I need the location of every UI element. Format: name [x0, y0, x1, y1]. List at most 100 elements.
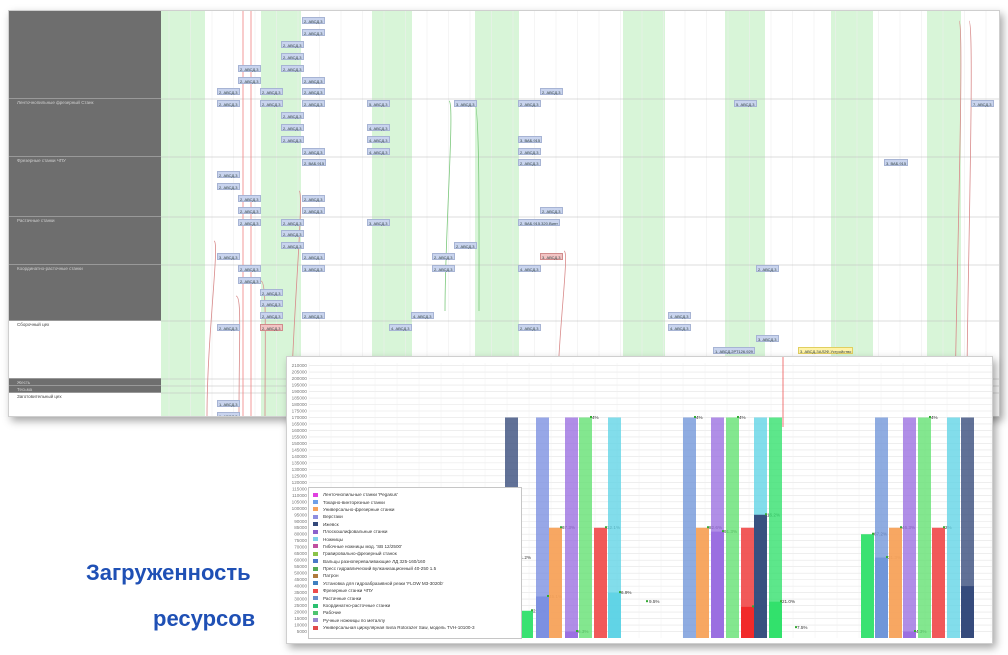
gantt-task-bar[interactable]: 3. АВСД.3	[302, 265, 325, 272]
gantt-task-bar[interactable]: 2. АВСД.3	[432, 265, 455, 272]
gantt-task-bar[interactable]: 3. ВАБ.915	[884, 159, 909, 166]
gantt-task-bar[interactable]: 2. АВСД.3	[302, 207, 325, 214]
legend-item[interactable]: Растачные станки	[313, 594, 521, 601]
legend-item[interactable]: Рабочие	[313, 609, 521, 616]
gantt-task-bar[interactable]: 2. АВСД.3	[302, 77, 325, 84]
gantt-task-bar[interactable]: 2. АВСД.3	[454, 242, 477, 249]
gantt-task-bar[interactable]: 4. АВСД.3	[411, 312, 434, 319]
gantt-task-bar[interactable]: 3. АВСД.3	[540, 253, 563, 260]
legend-item[interactable]: Ручные ножницы по металлу	[313, 617, 521, 624]
gantt-task-bar[interactable]: 2. АВСД.3	[217, 100, 240, 107]
gantt-task-bar[interactable]: 2. АВСД.3	[217, 171, 240, 178]
gantt-task-bar[interactable]: 2. АВСД.3	[518, 100, 541, 107]
gantt-task-bar[interactable]: 4. АВСД.3	[389, 324, 412, 331]
gantt-task-bar[interactable]: 2. АВСД.3	[260, 100, 283, 107]
gantt-task-bar[interactable]: 2. АВСД.3	[518, 324, 541, 331]
legend-item[interactable]: Гибочные ножницы мод. 'SB 12/2500'	[313, 543, 521, 550]
legend-item[interactable]: Универсально-фрезерные станки	[313, 506, 521, 513]
gantt-task-bar[interactable]: 2. АВСД.3	[281, 112, 304, 119]
gantt-task-bar[interactable]: 2. ВАБ.915.320.Винт	[518, 219, 560, 226]
legend-item[interactable]: Ленточнопильные станки 'Pegasus'	[313, 491, 521, 498]
gantt-task-bar[interactable]: 2. АВСД.3	[432, 253, 455, 260]
legend-item[interactable]: Плоскошлифовальные станки	[313, 528, 521, 535]
gantt-task-bar[interactable]: 2. АВСД.3	[302, 148, 325, 155]
gantt-task-bar[interactable]: 3. АВСД.3	[217, 253, 240, 260]
gantt-task-bar[interactable]: 2. АВСД.3	[302, 195, 325, 202]
gantt-task-bar[interactable]: 4. АВСД.3	[367, 124, 390, 131]
legend-item[interactable]: Патрон	[313, 572, 521, 579]
gantt-task-bar[interactable]: 2. АВСД.3	[281, 65, 304, 72]
legend-item[interactable]: Вальцы разнопереваливающие ЛД 325-160/16…	[313, 558, 521, 565]
gantt-task-bar[interactable]: 2. АВСД.3	[238, 207, 261, 214]
gantt-task-bar[interactable]: 2. АВСД.3	[540, 207, 563, 214]
gantt-task-bar[interactable]: 2. АВСД.3	[281, 41, 304, 48]
gantt-task-bar[interactable]: 2. АВСД.3	[260, 312, 283, 319]
gantt-task-bar[interactable]: 2. АВСД.3	[217, 324, 240, 331]
gantt-task-bar[interactable]: 2. АВСД.3	[260, 88, 283, 95]
gantt-task-bar[interactable]: 2. АВСД.3	[518, 159, 541, 166]
gantt-task-bar[interactable]: 2. АВСД.3	[238, 77, 261, 84]
gantt-task-bar[interactable]: 2. АВСД.3	[302, 88, 325, 95]
resource-row[interactable]	[9, 11, 161, 99]
gantt-task-bar[interactable]: 4. АВСД.3	[518, 265, 541, 272]
gantt-task-bar[interactable]: 4. АВСД.3	[668, 312, 691, 319]
gantt-task-bar[interactable]: 3. АВСД.ЗАЛ2Ф.Устройство	[798, 347, 854, 354]
gantt-task-bar[interactable]: 4. АВСД.3	[668, 324, 691, 331]
resource-row[interactable]: Фрезерные станки ЧПУ	[9, 157, 161, 217]
legend-item[interactable]: Гравировально-фрезерный станок	[313, 550, 521, 557]
gantt-task-bar[interactable]: 2. ВАБ.915	[302, 159, 327, 166]
gantt-task-bar[interactable]: 2. АВСД.3	[260, 289, 283, 296]
resource-row[interactable]: Сборочный цех	[9, 321, 161, 379]
legend-item[interactable]: Универсальная циркулярная пила Rotorazer…	[313, 624, 521, 631]
gantt-task-bar[interactable]: 2. АВСД.3	[281, 136, 304, 143]
gantt-task-bar[interactable]: 4. АВСД.3	[367, 148, 390, 155]
gantt-task-bar[interactable]: 2. АВСД.3	[217, 183, 240, 190]
gantt-task-bar[interactable]: 2. АВСД.3	[238, 65, 261, 72]
gantt-task-bar[interactable]: 2. АВСД.3	[238, 277, 261, 284]
gantt-task-bar[interactable]: 2. АВСД.3	[238, 195, 261, 202]
gantt-task-bar[interactable]: 2. АВСД.3	[260, 300, 283, 307]
resource-row[interactable]: Тесьма	[9, 386, 161, 393]
gantt-task-bar[interactable]: 2. АВСД.3	[281, 53, 304, 60]
resource-row[interactable]: Заготовительный цех	[9, 393, 161, 416]
legend-item[interactable]: Токарно-винторезные станки	[313, 498, 521, 505]
gantt-task-bar[interactable]: 5. АВСД.3	[367, 100, 390, 107]
gantt-task-bar[interactable]: 5. АВСД.3	[734, 100, 757, 107]
legend-item[interactable]: Фрезерные станки ЧПУ	[313, 587, 521, 594]
gantt-task-bar[interactable]: 2. АВСД.3	[302, 312, 325, 319]
legend-item[interactable]: Ижевск	[313, 521, 521, 528]
gantt-task-bar[interactable]: 2. АВСД.3	[540, 88, 563, 95]
resource-row[interactable]: Координатно-расточные станки	[9, 265, 161, 321]
gantt-task-bar[interactable]: 3. АВСД.3	[367, 219, 390, 226]
gantt-task-bar[interactable]: 2. АВСД.3	[302, 29, 325, 36]
legend-item[interactable]: Ножницы	[313, 535, 521, 542]
gantt-task-bar[interactable]: 3. АВСД.3	[756, 335, 779, 342]
gantt-task-bar[interactable]: 2. АВСД.3	[302, 17, 325, 24]
gantt-task-bar[interactable]: 2. АВСД.3	[238, 265, 261, 272]
legend-item[interactable]: Установка для гидроабразивной резки 'FLO…	[313, 580, 521, 587]
gantt-task-bar[interactable]: 2. АВСД.3	[281, 124, 304, 131]
gantt-task-bar[interactable]: 2. АВСД.3	[302, 100, 325, 107]
gantt-task-bar[interactable]: 2. АВСД.3	[281, 219, 304, 226]
gantt-task-bar[interactable]: 1. АВСД.3	[217, 400, 240, 407]
legend-item[interactable]: Верстаки	[313, 513, 521, 520]
gantt-task-bar[interactable]: 2. АВСД.3	[238, 219, 261, 226]
resource-row[interactable]: Растачные станки	[9, 217, 161, 265]
legend-item[interactable]: Пресс гидравлический вулканизационный 40…	[313, 565, 521, 572]
resource-row[interactable]: Жесть	[9, 379, 161, 386]
gantt-task-bar[interactable]: 2. АВСД.3	[281, 242, 304, 249]
resource-row[interactable]: Ленточнопильные фрезерный Станк	[9, 99, 161, 157]
gantt-task-bar[interactable]: 7. АВСД.3	[971, 100, 994, 107]
gantt-task-bar[interactable]: 2. АВСД.3	[756, 265, 779, 272]
gantt-task-bar[interactable]: 1. АВСД.3	[217, 412, 240, 417]
gantt-task-bar[interactable]: 3. ВАБ.915	[518, 136, 543, 143]
gantt-task-bar[interactable]: 3. АВСД.3	[454, 100, 477, 107]
gantt-task-bar[interactable]: 2. АВСД.3	[217, 88, 240, 95]
gantt-task-bar[interactable]: 2. АВСД.3	[281, 230, 304, 237]
gantt-task-bar[interactable]: 2. АВСД.3	[518, 148, 541, 155]
legend-item[interactable]: Координатно-расточные станки	[313, 602, 521, 609]
gantt-task-bar[interactable]: 1. АВСД.2РТ126.929	[713, 347, 755, 354]
gantt-task-bar[interactable]: 4. АВСД.3	[367, 136, 390, 143]
gantt-task-bar[interactable]: 2. АВСД.3	[260, 324, 283, 331]
gantt-task-bar[interactable]: 2. АВСД.3	[302, 253, 325, 260]
